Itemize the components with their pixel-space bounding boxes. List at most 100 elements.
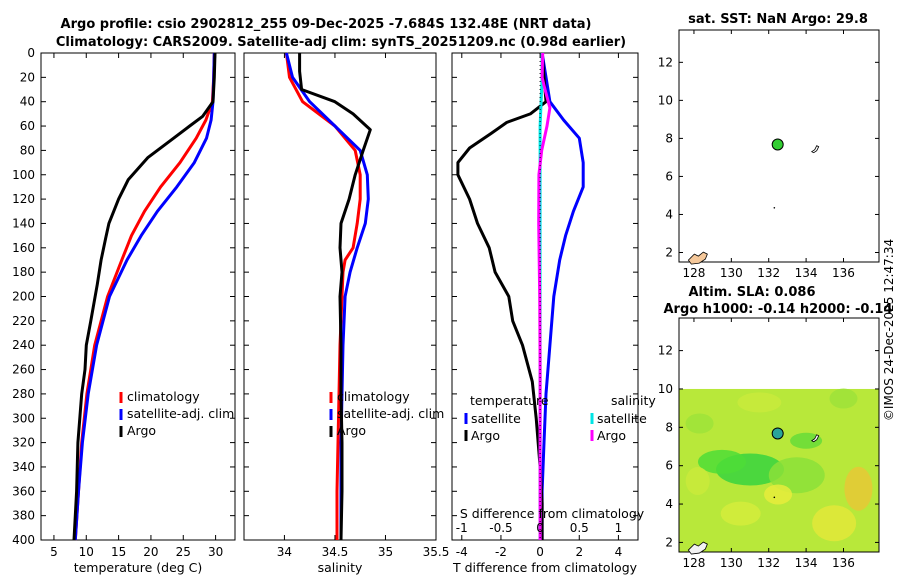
sla-map-title-line1: Altim. SLA: 0.086 — [689, 285, 816, 300]
x-tick-label: 0 — [536, 545, 544, 559]
x-tick-label: 15 — [111, 545, 126, 559]
figure-title-line2: Climatology: CARS2009. Satellite-adj cli… — [56, 35, 626, 50]
x-tick-label: 25 — [176, 545, 191, 559]
legend-title-temperature: temperature — [470, 393, 549, 408]
y-tick-label: 60 — [20, 119, 35, 133]
series-line-temperature-argo — [456, 52, 548, 540]
x-tick-label: 128 — [683, 266, 706, 280]
axes-frame — [40, 52, 236, 541]
figure-title-line1: Argo profile: csio 2902812_255 09-Dec-20… — [61, 17, 592, 32]
island-shape — [687, 541, 708, 555]
legend-label: Argo — [597, 428, 626, 443]
y-tick-label: 100 — [12, 168, 35, 182]
x-axis-label: T difference from climatology — [452, 560, 638, 575]
x-tick-label: -4 — [456, 545, 468, 559]
y-tick-label: 340 — [12, 460, 35, 474]
x-tick-label: 2 — [575, 545, 583, 559]
y-tick-label: 6 — [665, 169, 673, 183]
x-tick-label: 4 — [615, 545, 623, 559]
x-tick-label: 34 — [277, 545, 292, 559]
y-tick-label: 12 — [658, 55, 673, 69]
y-tick-label: 400 — [12, 533, 35, 547]
salinity-panel: 34 34.5 35 35.5 salinity climatology satellite… — [243, 52, 450, 575]
legend-label: Argo — [471, 428, 500, 443]
sla-anomaly-patch — [720, 501, 761, 526]
island-shape — [687, 251, 708, 265]
y-tick-label: 10 — [658, 93, 673, 107]
sla-anomaly-patch — [737, 392, 782, 413]
y-tick-label: 4 — [665, 207, 673, 221]
footer-timestamp: ©IMOS 24-Dec-2025 12:47:34 — [882, 239, 896, 421]
sla-anomaly-patch — [812, 505, 857, 542]
y-tick-label: 2 — [665, 535, 673, 549]
y-tick-label: 320 — [12, 436, 35, 450]
y-tick-label: 2 — [665, 245, 673, 259]
top-x-tick-label: 1 — [615, 521, 623, 535]
top-x-axis-label: S difference from climatology — [460, 506, 645, 521]
legend-label: climatology — [337, 389, 410, 404]
y-tick-label: 240 — [12, 338, 35, 352]
x-axis-label: salinity — [318, 560, 363, 575]
legend-label: satellite — [597, 411, 647, 426]
y-tick-label: 10 — [658, 382, 673, 396]
x-tick-label: 35 — [378, 545, 393, 559]
y-tick-label: 20 — [20, 70, 35, 84]
y-tick-label: 160 — [12, 241, 35, 255]
map-frame — [678, 317, 880, 553]
sst-map-panel: 128 130 132 134 136 2 4 6 8 10 12 sat. SST: NaN Arg… — [658, 12, 880, 280]
y-tick-label: 8 — [665, 131, 673, 145]
island-shape — [810, 434, 820, 443]
y-tick-label: 180 — [12, 265, 35, 279]
top-x-tick-label: 0 — [536, 521, 544, 535]
series-line-argo — [72, 52, 217, 541]
sla-anomaly-patch — [829, 388, 858, 409]
y-tick-label: 80 — [20, 143, 35, 157]
y-tick-label: 8 — [665, 420, 673, 434]
sla-anomaly-patch — [697, 449, 746, 474]
island-dot — [773, 207, 776, 209]
sla-anomaly-patch — [844, 466, 873, 511]
series-line-climatology — [284, 52, 362, 540]
x-axis-label: temperature (deg C) — [74, 560, 203, 575]
x-tick-label: 130 — [720, 556, 743, 570]
top-x-tick-label: 0.5 — [570, 521, 589, 535]
y-tick-label: 380 — [12, 509, 35, 523]
legend-label: satellite-adj. clim — [337, 406, 444, 421]
x-tick-label: 136 — [832, 266, 855, 280]
series-line-satellite-adj-clim — [284, 52, 370, 540]
sla-anomaly-patch — [790, 432, 823, 449]
sla-map-panel: 128 130 132 134 136 2 4 6 8 10 12 Altim. SLA: 0.086… — [658, 285, 893, 570]
top-x-tick-label: -1 — [456, 521, 468, 535]
series-line-argo — [298, 53, 372, 541]
y-tick-label: 120 — [12, 192, 35, 206]
x-tick-label: 30 — [208, 545, 223, 559]
y-tick-label: 12 — [658, 344, 673, 358]
y-tick-label: 140 — [12, 216, 35, 230]
y-tick-label: 40 — [20, 95, 35, 109]
x-tick-label: 35.5 — [423, 545, 450, 559]
x-tick-label: 136 — [832, 556, 855, 570]
y-tick-label: 280 — [12, 387, 35, 401]
y-tick-label: 360 — [12, 484, 35, 498]
legend-label: climatology — [127, 389, 200, 404]
x-tick-label: 128 — [683, 556, 706, 570]
x-tick-label: 132 — [757, 266, 780, 280]
x-tick-label: 132 — [757, 556, 780, 570]
temperature-panel: 0 20 40 60 80 100 120 140 160 180 200 220 240 260 280 3… — [12, 46, 236, 575]
legend-title-salinity: salinity — [611, 393, 656, 408]
x-tick-label: 20 — [143, 545, 158, 559]
sst-map-title: sat. SST: NaN Argo: 29.8 — [688, 12, 868, 27]
island-dot — [773, 496, 776, 499]
x-tick-label: 130 — [720, 266, 743, 280]
axes-frame — [451, 52, 639, 541]
y-tick-label: 260 — [12, 363, 35, 377]
y-tick-label: 0 — [27, 46, 35, 60]
legend-label: satellite — [471, 411, 521, 426]
x-tick-label: 10 — [79, 545, 94, 559]
top-x-tick-label: -0.5 — [489, 521, 512, 535]
map-frame — [678, 29, 880, 263]
x-tick-label: 134 — [795, 266, 818, 280]
x-tick-label: 134 — [795, 556, 818, 570]
argo-location-marker — [771, 138, 784, 151]
x-tick-label: 34.5 — [322, 545, 349, 559]
